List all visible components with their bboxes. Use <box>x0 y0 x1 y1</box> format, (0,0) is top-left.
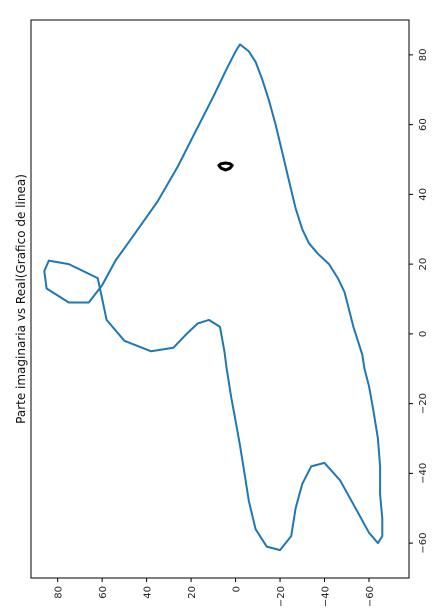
plot-frame <box>30 19 410 579</box>
chart-title: Parte imaginaria vs Real(Grafico de line… <box>14 174 28 424</box>
right-axis-tick-label: 80 <box>418 49 429 62</box>
bottom-axis-tick-label: 60 <box>98 586 109 599</box>
bottom-axis-tick-label: −60 <box>365 586 376 607</box>
bottom-axis-tick-label: 80 <box>54 586 65 599</box>
bottom-axis-tick-label: 40 <box>143 586 154 599</box>
right-axis-tick-label: 60 <box>418 118 429 131</box>
right-axis-tick-label: 40 <box>418 188 429 201</box>
right-axis-tick-label: 0 <box>418 331 429 337</box>
series-line-1 <box>217 161 234 172</box>
bottom-axis-tick-label: −40 <box>321 586 332 607</box>
bottom-axis: 80 60 40 20 0 −20 −40 −60 <box>54 578 376 607</box>
plot-area <box>43 43 384 552</box>
series-line-0 <box>43 43 384 552</box>
right-axis-tick-label: −60 <box>418 533 429 554</box>
right-axis-tick-label: −20 <box>418 393 429 414</box>
bottom-axis-tick-label: 20 <box>187 586 198 599</box>
right-axis-tick-label: 20 <box>418 258 429 271</box>
bottom-axis-tick-label: 0 <box>232 586 243 592</box>
bottom-axis-tick-label: −20 <box>276 586 287 607</box>
right-axis-tick-label: −40 <box>418 463 429 484</box>
right-axis: 80 60 40 20 0 −20 −40 −60 <box>409 49 429 554</box>
